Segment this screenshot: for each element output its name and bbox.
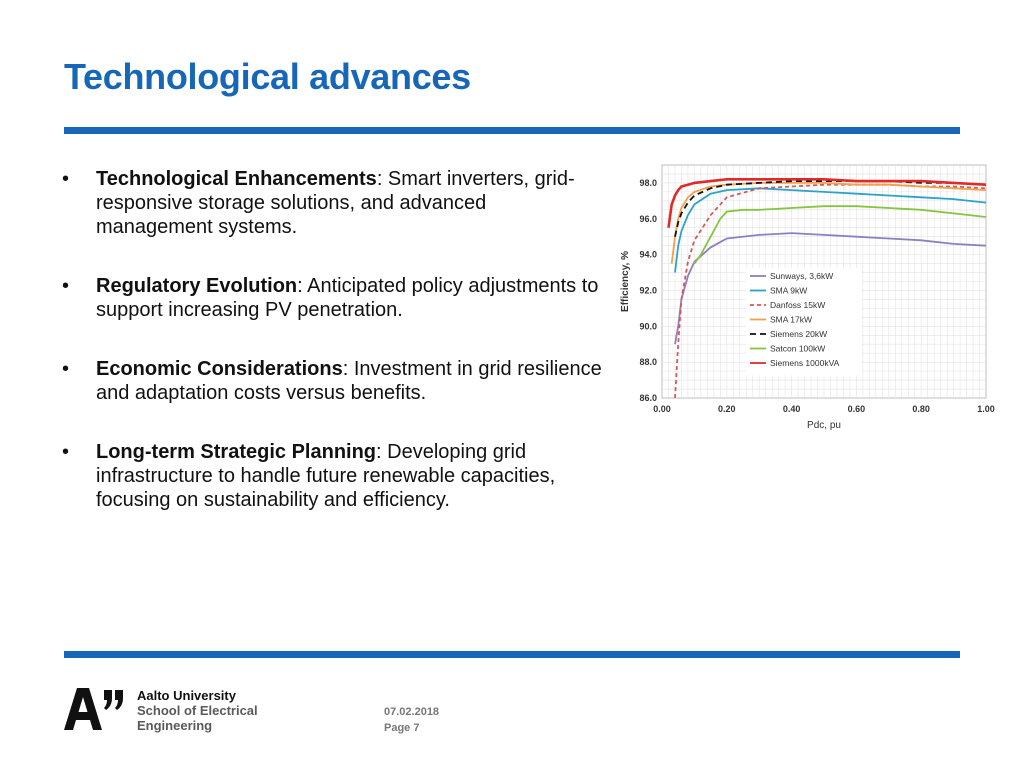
x-tick-label: 0.20 [718,404,736,414]
bullet-marker: • [62,275,70,297]
efficiency-chart: 0.00 0.20 0.40 0.60 0.80 1.00 86.0 88.0 90.0 92.0… [620,164,995,431]
bullet-heading: Long-term Strategic Planning [96,441,377,463]
y-tick-label: 96.0 [639,214,657,224]
legend-label: Sunways, 3,6kW [770,271,833,281]
y-tick-label: 88.0 [639,357,657,367]
legend-label: Siemens 1000kVA [770,358,840,368]
x-tick-label: 0.40 [783,404,801,414]
y-tick-label: 98.0 [639,178,657,188]
university-name-block: Aalto University School of Electrical En… [137,688,258,733]
bullet-heading: Economic Considerations [96,358,343,380]
series-line [670,181,987,264]
slide-date: 07.02.2018 [384,706,440,718]
footer-meta: 07.02.2018 Page 7 [384,704,439,736]
university-name: Aalto University [137,688,236,703]
legend-label: Danfoss 15kW [770,300,825,310]
bullet-item: • Long-term Strategic Planning: Developi… [62,440,602,512]
legend-box [746,268,862,376]
bullet-item: • Technological Enhancements: Smart inve… [62,167,602,239]
legend-label: Satcon 100kW [770,344,825,354]
bullet-list: • Technological Enhancements: Smart inve… [62,167,602,547]
bullet-marker: • [62,358,70,380]
bullet-text: : Developing grid infrastructure to hand… [96,441,556,511]
school-name-line2: Engineering [137,718,213,733]
slide-page-number: Page 7 [384,722,420,734]
bullet-text: : Anticipated policy adjustments to supp… [96,275,599,321]
legend-label: SMA 17kW [770,315,812,325]
series-line [667,177,987,228]
school-name-line1: School of Electrical [137,703,258,718]
series-line [674,183,987,399]
slide-title: Technological advances [64,56,471,97]
bullet-item: • Economic Considerations: Investment in… [62,357,602,405]
x-axis-label: Pdc, pu [807,420,841,431]
bullet-item: • Regulatory Evolution: Anticipated poli… [62,274,602,322]
y-tick-label: 94.0 [639,250,657,260]
bullet-marker: • [62,441,70,463]
bullet-text: : Smart inverters, grid-responsive stora… [96,168,575,238]
x-tick-label: 1.00 [977,404,995,414]
footer-divider [64,651,960,658]
bullet-heading: Regulatory Evolution [96,275,298,297]
x-tick-label: 0.80 [912,404,930,414]
bullet-text: : Investment in grid resilience and adap… [96,358,602,404]
legend-label: Siemens 20kW [770,329,827,339]
bullet-marker: • [62,168,70,190]
aalto-logo-icon [64,688,123,730]
y-tick-label: 86.0 [639,393,657,403]
x-tick-label: 0.00 [653,404,671,414]
x-tick-label: 0.60 [848,404,866,414]
legend-label: SMA 9kW [770,286,807,296]
y-tick-label: 90.0 [639,321,657,331]
series-line [693,205,987,265]
header-divider [64,127,960,134]
y-axis-label: Efficiency, % [620,251,631,312]
y-tick-label: 92.0 [639,285,657,295]
bullet-heading: Technological Enhancements [96,168,377,190]
